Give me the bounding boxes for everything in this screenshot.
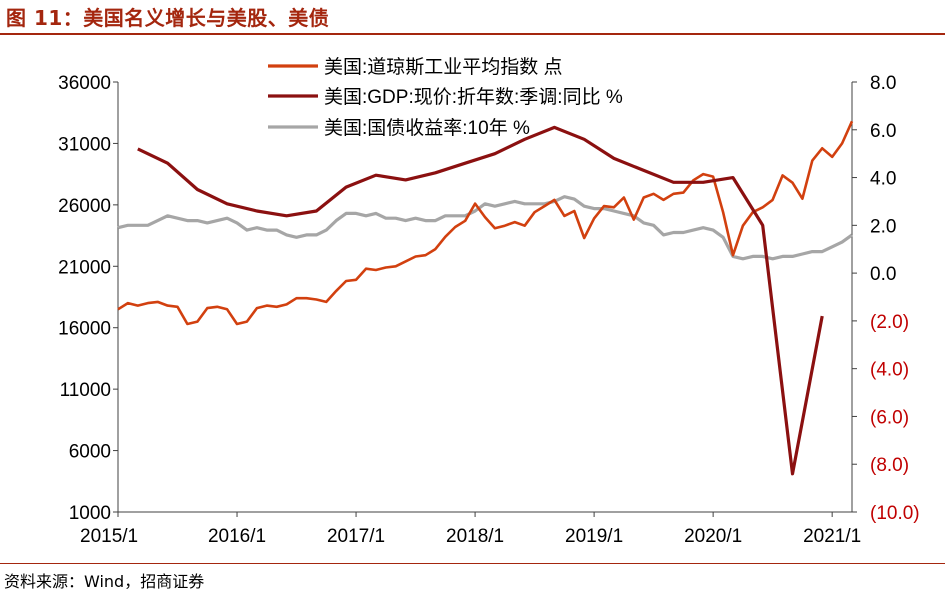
y-right-tick-label: 8.0 (870, 73, 896, 94)
legend-label: 美国:GDP:现价:折年数:季调:同比 % (324, 86, 623, 108)
source-note: 资料来源：Wind，招商证券 (4, 572, 205, 591)
x-tick-label: 2018/1 (446, 526, 504, 547)
y-right-tick-label: 0.0 (870, 264, 896, 285)
x-tick-label: 2017/1 (327, 526, 385, 547)
legend-item-dow: 美国:道琼斯工业平均指数 点 (268, 56, 563, 78)
y-left-tick-label: 21000 (58, 257, 111, 278)
legend-item-gdp: 美国:GDP:现价:折年数:季调:同比 % (268, 86, 623, 108)
y-right-tick-label: (10.0) (870, 503, 920, 524)
y-left-tick-label: 16000 (58, 319, 111, 340)
y-right-tick-label: (6.0) (870, 407, 909, 428)
x-tick-label: 2016/1 (208, 526, 266, 547)
y-left-tick-label: 36000 (58, 73, 111, 94)
chart: 1000 6000 11000 16000 21000 26000 31000 36000 (1… (58, 56, 919, 547)
series-layer (117, 120, 854, 476)
y-right-tick-label: (2.0) (870, 312, 909, 333)
legend: 美国:道琼斯工业平均指数 点美国:GDP:现价:折年数:季调:同比 % 美国:国债… (268, 56, 623, 139)
y-right-tick-label: (8.0) (870, 455, 909, 476)
source-divider (0, 563, 945, 564)
y-left-tick-label: 31000 (58, 134, 111, 155)
x-tick-label: 2020/1 (684, 526, 742, 547)
figure-title: 图 11：美国名义增长与美股、美债 (6, 6, 330, 30)
legend-label: 美国:道琼斯工业平均指数 点 (324, 56, 563, 78)
y-left-tick-label: 11000 (60, 380, 111, 401)
y-right-tick-label: (4.0) (870, 360, 909, 381)
title-divider (0, 33, 945, 35)
y-left-tick-label: 26000 (58, 196, 111, 217)
x-tick-label: 2021/1 (803, 526, 861, 547)
y-right-tick-label: 2.0 (870, 216, 896, 237)
y-right-tick-label: 4.0 (870, 169, 896, 190)
y-left-tick-label: 6000 (69, 442, 111, 463)
y-left-tick-label: 1000 (69, 503, 111, 524)
axes: 1000 6000 11000 16000 21000 26000 31000 36000 (1… (58, 73, 919, 547)
x-tick-label: 2015/1 (80, 526, 138, 547)
series-line-treasury-10y (117, 195, 853, 261)
y-right-tick-label: 6.0 (870, 121, 896, 142)
legend-item-treasury-10y: 美国:国债收益率:10年 % (268, 117, 530, 139)
x-tick-label: 2019/1 (565, 526, 623, 547)
legend-label: 美国:国债收益率:10年 % (324, 117, 530, 139)
series-line-dow (117, 120, 854, 326)
series-line-gdp (137, 125, 824, 476)
